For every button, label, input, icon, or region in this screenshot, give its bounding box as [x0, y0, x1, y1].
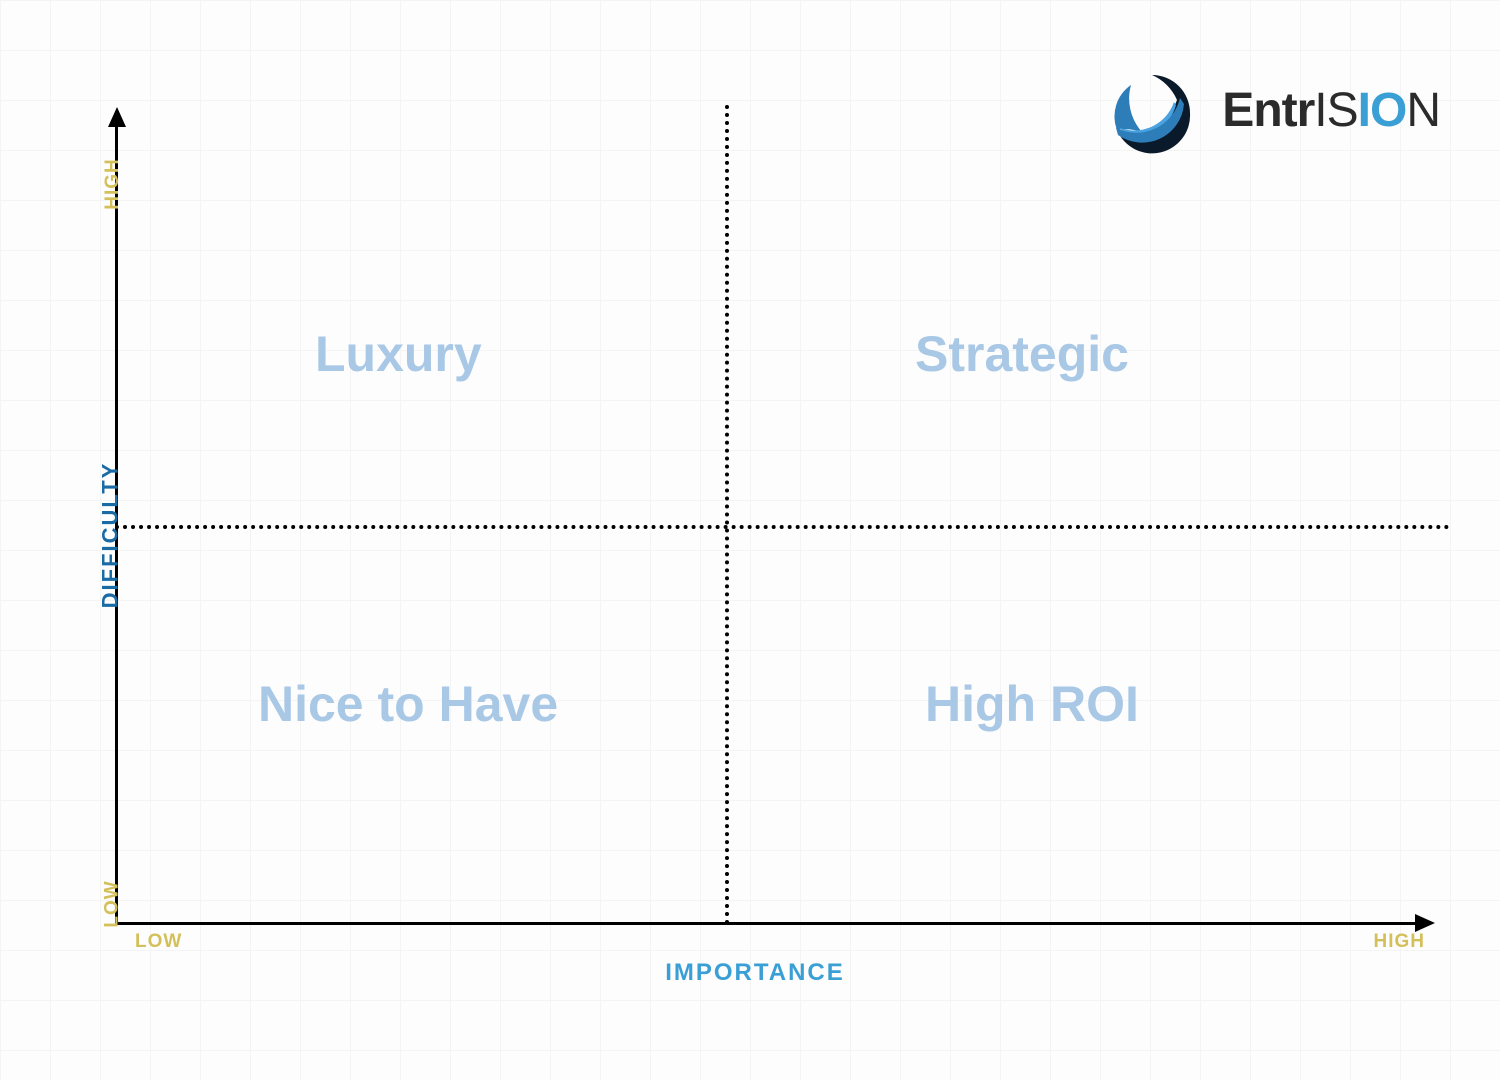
x-axis-label: IMPORTANCE	[665, 959, 845, 987]
quadrant-top-right: Strategic	[915, 325, 1129, 383]
y-axis-arrow-icon	[108, 107, 126, 127]
brand-part3: IO	[1358, 84, 1407, 137]
y-axis-tick-high: HIGH	[102, 158, 124, 210]
quadrant-chart: Luxury Strategic Nice to Have High ROI D…	[115, 145, 1395, 925]
vertical-divider	[725, 105, 729, 925]
x-axis-line	[115, 922, 1425, 925]
quadrant-bottom-left: Nice to Have	[258, 675, 558, 733]
x-axis-arrow-icon	[1415, 914, 1435, 932]
brand-part2: IS	[1314, 84, 1357, 137]
brand-name: EntrISION	[1222, 83, 1440, 138]
x-axis-tick-low: LOW	[135, 931, 182, 953]
brand-part4: N	[1406, 84, 1440, 137]
y-axis-tick-low: LOW	[102, 880, 124, 927]
horizontal-divider	[115, 525, 1450, 529]
x-axis-tick-high: HIGH	[1374, 931, 1426, 953]
y-axis-label: DIFFICULTY	[97, 462, 123, 609]
quadrant-bottom-right: High ROI	[925, 675, 1139, 733]
quadrant-top-left: Luxury	[315, 325, 482, 383]
brand-part1: Entr	[1222, 84, 1314, 137]
